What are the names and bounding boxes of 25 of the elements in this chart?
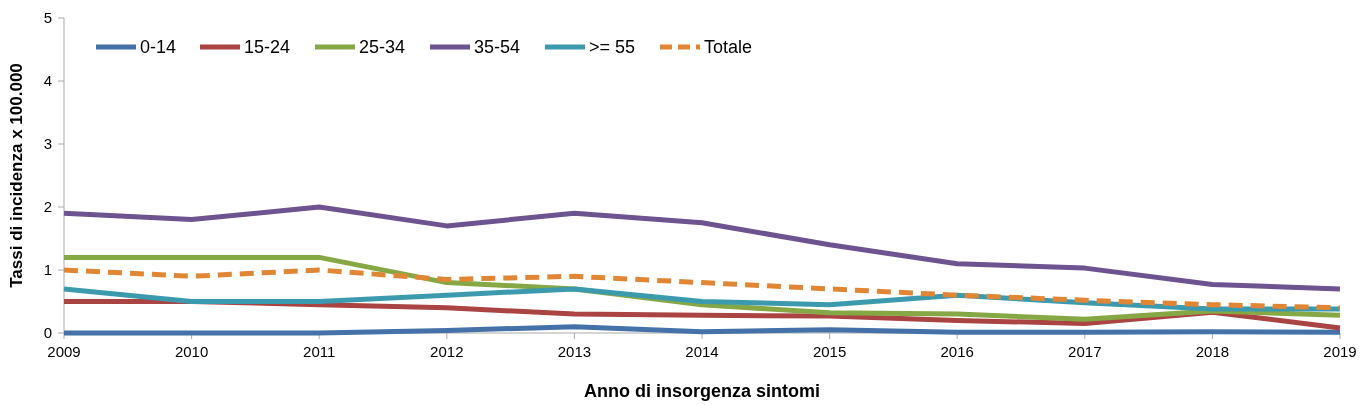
y-tick-label: 3 <box>43 135 52 153</box>
x-tick-label: 2011 <box>303 343 336 360</box>
x-tick-label: 2017 <box>1068 343 1102 360</box>
y-tick-label: 2 <box>43 198 52 216</box>
y-tick-label: 1 <box>43 261 52 279</box>
y-tick-label: 0 <box>43 324 52 342</box>
legend-label: 25-34 <box>359 37 406 58</box>
y-tick-label: 4 <box>43 72 52 90</box>
legend-label: 15-24 <box>244 37 291 58</box>
legend-label: 35-54 <box>474 37 521 58</box>
legend-label: Totale <box>704 37 753 58</box>
x-axis-title: Anno di insorgenza sintomi <box>583 381 821 401</box>
legend-label: >= 55 <box>589 37 636 58</box>
x-tick-label: 2015 <box>812 343 847 360</box>
x-tick-label: 2010 <box>174 343 209 360</box>
legend-label: 0-14 <box>140 37 177 58</box>
x-tick-label: 2014 <box>685 343 719 360</box>
x-tick-label: 2009 <box>47 343 81 360</box>
y-tick-label: 5 <box>43 9 52 27</box>
x-tick-label: 2013 <box>557 343 592 360</box>
y-axis-title: Tassi di incidenza x 100.000 <box>7 63 26 288</box>
x-tick-label: 2018 <box>1195 343 1230 360</box>
x-tick-label: 2012 <box>430 343 464 360</box>
x-tick-label: 2019 <box>1323 343 1357 360</box>
x-tick-label: 2016 <box>940 343 974 360</box>
